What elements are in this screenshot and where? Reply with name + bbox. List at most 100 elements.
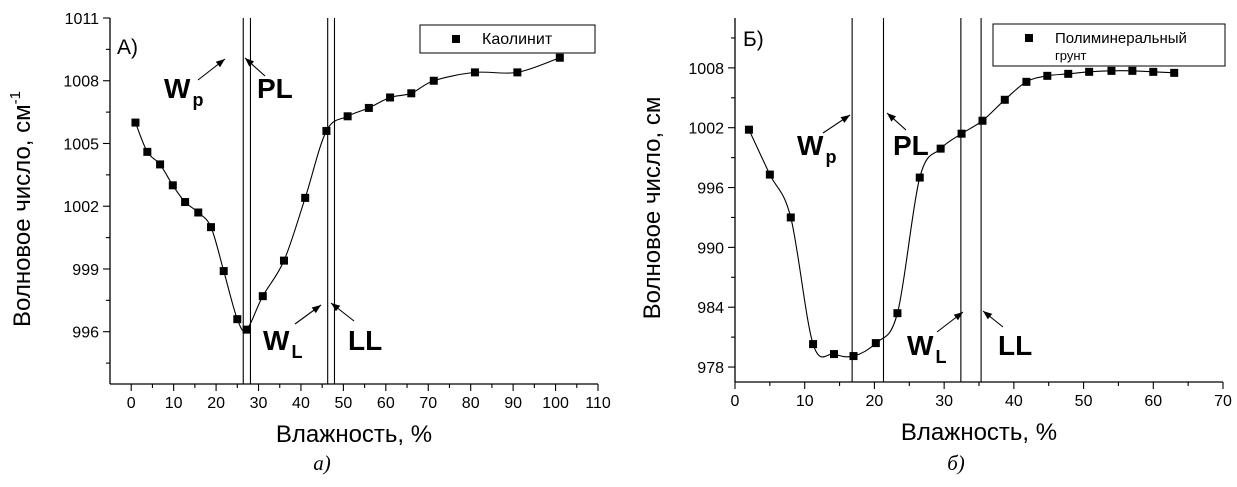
data-point — [242, 325, 251, 334]
x-axis-title: Влажность, % — [901, 419, 1057, 446]
chart-panel-2: 0 10 20 30 40 50 60 70 978 984 990 996 1002 1008 Влажн… — [639, 18, 1232, 475]
data-point — [233, 315, 242, 324]
data-point — [143, 147, 152, 156]
data-point — [1107, 66, 1116, 75]
x-tick-label: 0 — [127, 395, 136, 412]
y-tick-label: 984 — [697, 300, 724, 317]
legend: Каолинит — [419, 24, 596, 54]
annotation-arrow-head — [311, 305, 321, 314]
annotation-subscript: L — [935, 347, 946, 367]
data-point — [407, 89, 416, 98]
annotation-subscript: p — [825, 147, 836, 167]
legend-label-line: грунт — [1055, 48, 1087, 63]
annotation-main: W — [907, 330, 934, 361]
y-tick-label: 1002 — [63, 199, 99, 216]
data-point — [786, 213, 795, 222]
annotation-arrow-head — [953, 312, 963, 321]
annotation-main: W — [797, 130, 824, 161]
y-axis-title-superscript: -1 — [7, 91, 24, 104]
data-point — [744, 125, 753, 134]
data-point — [168, 181, 177, 190]
y-tick-label: 1002 — [688, 121, 724, 138]
data-point — [936, 144, 945, 153]
x-axis-title: Влажность, % — [276, 421, 432, 448]
annotation-arrow-head — [983, 311, 993, 320]
legend-box — [992, 23, 1226, 67]
chart-panel-1: 0 10 20 30 40 50 60 70 80 90 100 110 996 999 1002 1005 1… — [7, 11, 611, 475]
figure-caption: а) — [313, 451, 331, 475]
x-tick-label: 50 — [1075, 393, 1093, 410]
annotation-arrow-head — [331, 303, 341, 312]
annotation-ll: LL — [982, 310, 1032, 361]
data-point — [343, 112, 352, 121]
annotation-main: LL — [348, 325, 382, 356]
annotation-ll: LL — [330, 302, 382, 356]
data-point — [978, 116, 987, 125]
data-point — [429, 76, 438, 85]
data-point — [765, 170, 774, 179]
data-point — [1064, 69, 1073, 78]
y-tick-label: 1011 — [65, 11, 100, 28]
data-point — [301, 193, 310, 202]
annotation-main: LL — [998, 330, 1032, 361]
data-point — [829, 350, 838, 359]
data-point — [194, 208, 203, 217]
legend-marker — [452, 35, 460, 43]
annotation-main: W — [164, 73, 191, 104]
series-curve — [134, 57, 560, 332]
x-tick-label: 50 — [334, 395, 352, 412]
data-point — [219, 267, 228, 276]
data-point — [386, 93, 395, 102]
annotation-arrow-head — [215, 59, 225, 68]
data-point — [322, 126, 331, 135]
x-tick-label: 10 — [796, 393, 814, 410]
y-tick-label: 978 — [697, 360, 724, 377]
data-point — [1170, 68, 1179, 77]
annotation-subscript: p — [192, 90, 203, 110]
x-tick-label: 40 — [1005, 393, 1023, 410]
data-point — [258, 292, 267, 301]
legend-label: Полиминеральный грунт — [1055, 30, 1187, 63]
annotation-main: PL — [257, 73, 293, 104]
data-point — [893, 309, 902, 318]
data-point — [181, 198, 190, 207]
legend: Полиминеральный грунт — [992, 23, 1226, 67]
data-point — [156, 160, 165, 169]
x-tick-label: 80 — [462, 395, 480, 412]
data-point — [1000, 95, 1009, 104]
data-point — [809, 340, 818, 349]
annotation-main: PL — [893, 130, 929, 161]
figure-caption: б) — [947, 451, 965, 475]
data-point — [279, 256, 288, 265]
x-tick-label: 60 — [1144, 393, 1162, 410]
legend-box — [419, 24, 596, 54]
data-point — [1149, 67, 1158, 76]
x-tick-label: 20 — [866, 393, 884, 410]
y-axis-title: Волновое число, см-1 — [7, 91, 36, 327]
y-axis-title-main: Волновое число, см — [639, 97, 666, 320]
x-tick-label: 10 — [165, 395, 183, 412]
y-axis-title-main: Волновое число, см — [9, 104, 36, 327]
x-tick-label: 0 — [731, 393, 740, 410]
data-point — [1085, 67, 1094, 76]
y-tick-label: 990 — [697, 240, 724, 257]
annotation-main: W — [263, 325, 290, 356]
data-point — [513, 68, 522, 77]
x-tick-label: 70 — [419, 395, 437, 412]
data-point — [915, 173, 924, 182]
annotation-arrow-head — [245, 58, 255, 67]
y-axis-title: Волновое число, см — [639, 97, 666, 320]
data-point — [871, 339, 880, 348]
x-tick-label: 110 — [585, 395, 611, 412]
x-tick-label: 40 — [292, 395, 310, 412]
legend-marker — [1025, 34, 1033, 42]
x-tick-label: 90 — [504, 395, 522, 412]
data-point — [470, 68, 479, 77]
